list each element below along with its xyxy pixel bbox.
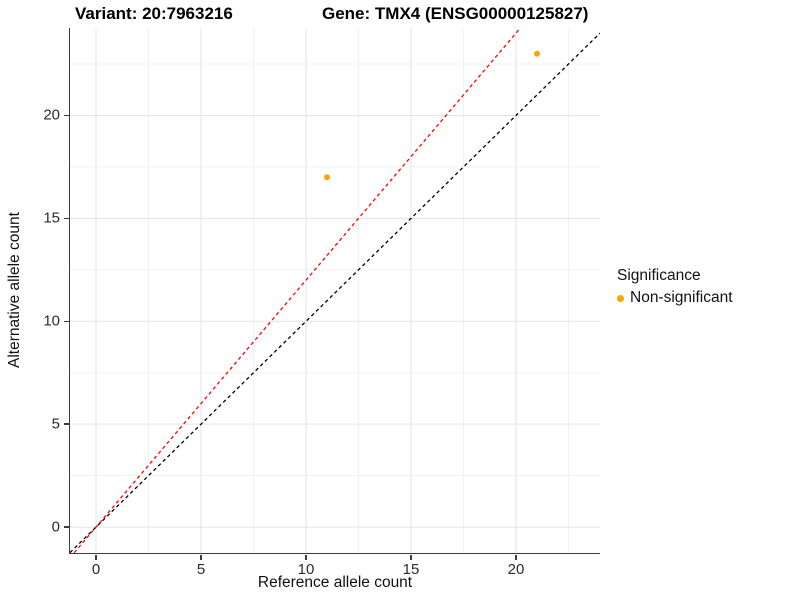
y-axis-tick	[63, 320, 69, 323]
y-axis-tick	[63, 114, 69, 117]
x-axis-tick	[305, 554, 307, 560]
variant-title: Variant: 20:7963216	[75, 4, 233, 23]
y-tick-label: 15	[43, 209, 60, 227]
x-axis-tick	[95, 554, 97, 560]
scatter-plot	[70, 28, 600, 553]
x-axis-tick	[200, 554, 202, 560]
x-axis-tick	[515, 554, 517, 560]
data-point	[324, 174, 331, 181]
y-tick-label: 20	[43, 106, 60, 124]
legend-title: Significance	[617, 267, 701, 284]
legend-item-non-significant: Non-significant	[617, 289, 733, 307]
x-axis-tick	[410, 554, 412, 560]
plot-panel: 0 5 10 15 20 0 5 10 15 20	[43, 28, 600, 578]
y-tick-label: 5	[51, 415, 60, 433]
x-tick-label: 0	[91, 561, 101, 578]
y-tick-label: 10	[43, 312, 60, 330]
x-tick-label: 15	[402, 561, 420, 578]
y-axis-tick	[63, 217, 69, 220]
y-axis-tick	[63, 423, 69, 425]
gene-title: Gene: TMX4 (ENSG00000125827)	[322, 4, 589, 23]
y-axis-tick	[63, 526, 69, 528]
legend-item-label: Non-significant	[630, 289, 733, 306]
legend: Significance Non-significant	[617, 267, 733, 307]
data-point	[534, 50, 541, 57]
y-tick-label: 0	[51, 518, 60, 536]
identity-line	[70, 32, 600, 553]
x-tick-label: 20	[507, 561, 525, 578]
legend-point-icon	[617, 294, 624, 302]
y-axis-title: Alternative allele count	[6, 212, 23, 368]
x-tick-label: 10	[297, 561, 315, 578]
x-tick-label: 5	[196, 561, 206, 578]
x-axis-title: Reference allele count	[257, 574, 413, 591]
